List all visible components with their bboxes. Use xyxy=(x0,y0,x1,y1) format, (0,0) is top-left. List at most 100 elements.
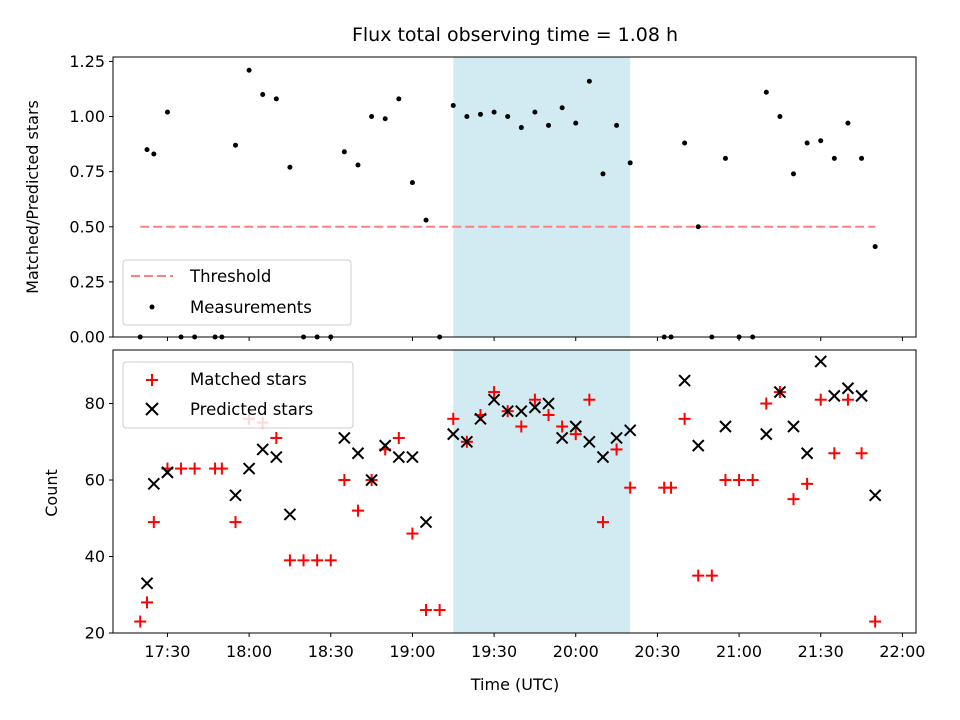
measurement-point xyxy=(477,111,483,117)
predicted-star-point xyxy=(487,393,501,406)
predicted-star-point xyxy=(828,389,841,403)
predicted-star-point xyxy=(501,404,514,418)
measurement-point xyxy=(818,138,824,144)
matched-star-point xyxy=(215,462,228,475)
predicted-star-point xyxy=(161,466,174,479)
measurement-point xyxy=(627,160,633,166)
matched-star-point xyxy=(556,420,569,433)
measurement-point xyxy=(151,151,157,157)
bottom-legend-box xyxy=(122,361,354,429)
matched-star-point xyxy=(433,604,446,617)
matched-star-point xyxy=(801,477,814,490)
measurement-point xyxy=(232,142,238,148)
measurement-point xyxy=(396,96,402,102)
bottom-legend: Matched stars Predicted stars xyxy=(122,361,354,429)
top-axes-frame xyxy=(112,56,917,338)
top-x-ticks xyxy=(166,337,903,341)
legend-predicted-swatch xyxy=(145,402,159,416)
predicted-star-point xyxy=(800,447,814,460)
matched-star-point xyxy=(583,393,596,406)
matched-star-point xyxy=(447,412,460,425)
x-tick-label: 21:00 xyxy=(716,642,762,661)
top-y-axis: 0.00 0.25 0.50 0.75 1.00 1.25 xyxy=(69,52,113,347)
predicted-star-point xyxy=(555,431,569,445)
measurement-point xyxy=(464,114,470,120)
measurement-point xyxy=(777,114,783,120)
x-tick-label: 20:00 xyxy=(553,642,599,661)
measurement-point xyxy=(260,91,266,97)
predicted-star-point xyxy=(256,443,269,456)
predicted-star-point xyxy=(474,412,487,426)
measurement-point xyxy=(546,122,552,128)
predicted-star-point xyxy=(760,427,773,441)
bottom-y-axis-label: Count xyxy=(42,469,61,517)
legend-measurements-label: Measurements xyxy=(190,298,312,317)
matched-star-point xyxy=(665,481,678,494)
top-legend: Threshold Measurements xyxy=(122,259,352,326)
predicted-star-point xyxy=(229,489,242,502)
measurement-point xyxy=(369,114,375,120)
measurement-point xyxy=(144,147,150,153)
matched-stars-series xyxy=(134,386,882,628)
predicted-star-point xyxy=(515,404,528,418)
matched-star-point xyxy=(869,615,882,628)
matched-star-point xyxy=(141,596,154,609)
measurement-point xyxy=(614,122,620,128)
matched-star-point xyxy=(338,474,351,487)
top-y-tick-label: 0.50 xyxy=(69,217,105,236)
predicted-star-point xyxy=(140,577,154,590)
matched-star-point xyxy=(297,554,310,567)
legend-measurements-swatch xyxy=(149,304,155,310)
chart-title: Flux total observing time = 1.08 h xyxy=(352,24,678,46)
predicted-star-point xyxy=(719,420,732,433)
predicted-star-point xyxy=(814,355,827,368)
measurement-point xyxy=(573,120,579,126)
matched-star-point xyxy=(828,447,841,460)
measurement-point xyxy=(831,155,837,161)
matched-star-point xyxy=(678,412,691,425)
matched-star-point xyxy=(351,504,364,517)
predicted-star-point xyxy=(392,450,406,464)
x-tick-label: 18:30 xyxy=(308,642,354,661)
top-highlight-span xyxy=(453,57,631,337)
x-tick-label: 19:30 xyxy=(471,642,517,661)
matched-star-point xyxy=(528,393,541,406)
predicted-star-point xyxy=(692,439,705,452)
top-y-tick-label: 1.25 xyxy=(69,52,105,71)
matched-star-point xyxy=(311,554,324,567)
measurement-point xyxy=(804,140,810,146)
predicted-star-point xyxy=(841,382,855,395)
predicted-star-point xyxy=(460,435,474,448)
predicted-star-point xyxy=(419,515,433,529)
predicted-star-point xyxy=(378,439,392,452)
top-y-tick-label: 0.00 xyxy=(69,328,105,347)
x-axis-label: Time (UTC) xyxy=(470,675,559,694)
matched-star-point xyxy=(392,431,405,444)
bottom-y-tick-label: 40 xyxy=(85,547,105,566)
measurement-point xyxy=(682,140,688,146)
predicted-star-point xyxy=(365,473,378,487)
matched-star-point xyxy=(324,554,337,567)
x-tick-label: 21:30 xyxy=(798,642,844,661)
predicted-star-point xyxy=(678,374,691,387)
measurement-point xyxy=(859,155,865,161)
predicted-star-point xyxy=(147,477,161,491)
matched-star-point xyxy=(147,516,160,529)
measurement-point xyxy=(845,120,851,126)
measurement-point xyxy=(409,180,415,186)
top-y-tick-label: 1.00 xyxy=(69,107,105,126)
matched-star-point xyxy=(229,516,242,529)
predicted-star-point xyxy=(242,462,256,475)
matched-star-point xyxy=(420,604,433,617)
matched-star-point xyxy=(610,443,623,456)
measurement-point xyxy=(600,171,606,177)
predicted-stars-series xyxy=(140,355,882,590)
predicted-star-point xyxy=(569,420,582,433)
bottom-axes-frame xyxy=(112,349,917,634)
measurement-point xyxy=(791,171,797,177)
top-panel: 0.00 0.25 0.50 0.75 1.00 1.25 Matched/Predict… xyxy=(23,52,917,347)
predicted-star-point xyxy=(542,397,555,410)
bottom-x-axis: 17:30 18:00 18:30 19:00 19:30 20:00 20:30 21:00… xyxy=(144,633,925,661)
measurement-point xyxy=(423,217,429,223)
